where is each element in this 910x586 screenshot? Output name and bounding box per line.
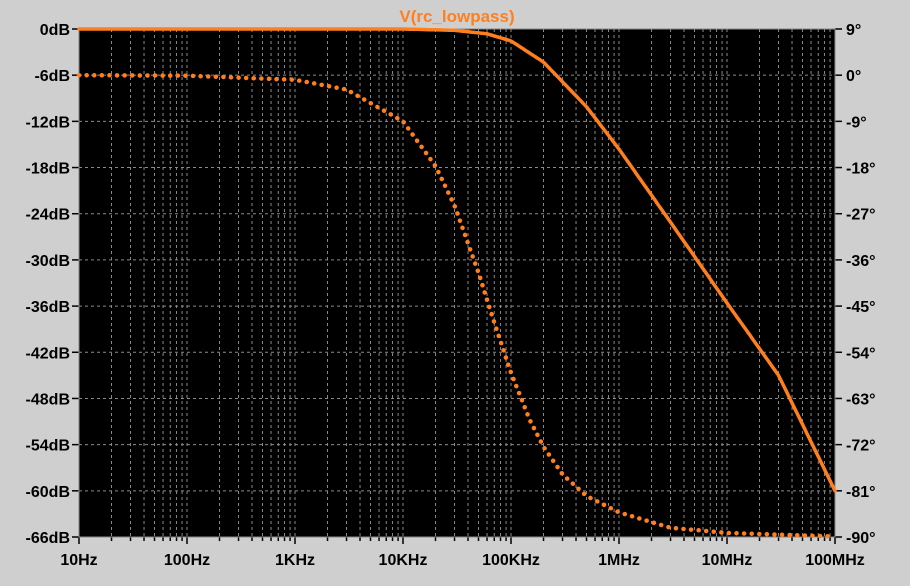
x-tick-label: 1KHz [275,552,315,569]
y-left-tick-label: -48dB [26,391,70,408]
x-tick-label: 10KHz [379,552,428,569]
plot-area[interactable] [79,29,835,537]
y-right-tick-label: 0° [846,68,861,85]
chart-title[interactable]: V(rc_lowpass) [399,7,514,26]
y-left-tick-label: -6dB [34,68,70,85]
x-tick-label: 1MHz [598,552,640,569]
magnitude-series[interactable] [77,27,837,493]
x-tick-label: 10MHz [702,552,753,569]
y-right-tick-label: -63° [846,391,876,408]
y-right-tick-label: -9° [846,114,867,131]
y-right-tick-label: -90° [846,530,876,547]
y-left-tick-label: -60dB [26,484,70,501]
y-left-tick-label: -54dB [26,438,70,455]
y-right-tick-label: -72° [846,438,876,455]
y-right-tick-label: 9° [846,22,861,39]
series-layer [76,27,838,539]
y-left-tick-label: -42dB [26,345,70,362]
y-right-tick-label: -36° [846,253,876,270]
y-left-tick-label: -36dB [26,299,70,316]
y-left-tick-label: -30dB [26,253,70,270]
y-left-tick-label: 0dB [40,22,70,39]
x-tick-label: 100Hz [164,552,210,569]
y-right-tick-label: -45° [846,299,876,316]
y-right-tick-label: -18° [846,161,876,178]
x-tick-label: 100MHz [805,552,865,569]
y-right-tick-label: -27° [846,207,876,224]
phase-series[interactable] [76,72,838,539]
x-tick-label: 100KHz [482,552,540,569]
x-tick-label: 10Hz [60,552,97,569]
y-left-tick-label: -66dB [26,530,70,547]
label-layer: 0dB -6dB -12dB -18dB -24dB -30dB -36dB -42dB -48… [26,22,876,569]
y-right-tick-label: -54° [846,345,876,362]
y-left-tick-label: -24dB [26,207,70,224]
y-left-tick-label: -12dB [26,114,70,131]
y-left-tick-label: -18dB [26,161,70,178]
y-right-tick-label: -81° [846,484,876,501]
